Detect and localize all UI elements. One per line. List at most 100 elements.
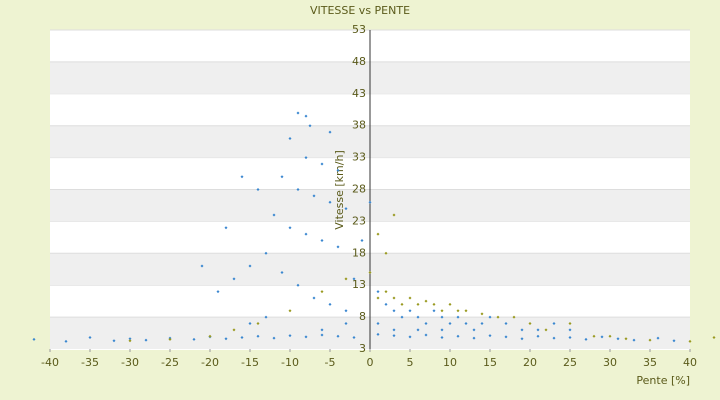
point [392, 309, 396, 313]
point [336, 334, 340, 338]
point [248, 321, 252, 325]
point [416, 328, 420, 332]
point [568, 328, 572, 332]
point [608, 334, 612, 338]
point [536, 328, 540, 332]
point [424, 333, 428, 337]
point [308, 124, 312, 128]
point [256, 334, 260, 338]
point [256, 188, 260, 191]
y-tick-label: 18 [352, 246, 366, 259]
point [32, 337, 36, 341]
point [440, 328, 444, 332]
point [440, 336, 444, 340]
point [272, 213, 276, 217]
point [88, 336, 92, 340]
point [488, 334, 492, 338]
point [480, 321, 484, 325]
point [296, 111, 300, 115]
y-tick-label: 48 [352, 55, 366, 68]
point [360, 239, 364, 243]
point [208, 334, 212, 338]
point [368, 200, 372, 204]
point [352, 336, 356, 340]
point [320, 162, 324, 166]
y-axis-label: Vitesse [km/h] [333, 150, 346, 230]
x-tick-label: 15 [483, 356, 497, 369]
x-tick-label: 10 [443, 356, 457, 369]
point [288, 309, 292, 313]
point [432, 309, 436, 313]
x-tick-label: -20 [201, 356, 219, 369]
point [224, 337, 228, 341]
point [520, 337, 524, 341]
point [600, 335, 604, 339]
point [296, 188, 300, 191]
x-tick-label: -15 [241, 356, 259, 369]
x-tick-label: 30 [603, 356, 617, 369]
point [304, 114, 308, 118]
x-axis-label: Pente [%] [636, 374, 690, 387]
point [416, 315, 420, 319]
y-tick-label: 13 [352, 278, 366, 291]
point [456, 309, 460, 313]
point [288, 136, 292, 140]
point [320, 290, 324, 294]
point [480, 312, 484, 316]
point [232, 328, 236, 332]
x-tick-label: -40 [41, 356, 59, 369]
point [504, 335, 508, 339]
point [688, 339, 692, 343]
point [304, 156, 308, 160]
point [240, 175, 244, 179]
point [200, 264, 204, 268]
y-tick-label: 38 [352, 119, 366, 132]
point [536, 334, 540, 338]
point [376, 321, 380, 325]
point [400, 315, 404, 319]
point [624, 337, 628, 341]
point [320, 328, 324, 332]
point [320, 239, 324, 243]
point [312, 194, 316, 198]
point [616, 337, 620, 341]
point [344, 277, 348, 281]
point [432, 302, 436, 306]
point [712, 336, 716, 340]
point [584, 337, 588, 341]
point [328, 302, 332, 306]
point [424, 299, 428, 303]
point [352, 277, 356, 281]
point [448, 302, 452, 306]
point [512, 315, 516, 319]
point [528, 321, 532, 325]
y-tick-label: 3 [359, 342, 366, 355]
point [472, 328, 476, 332]
point [384, 302, 388, 306]
point [240, 336, 244, 340]
y-tick-label: 23 [352, 214, 366, 227]
point [592, 334, 596, 338]
point [520, 328, 524, 332]
point [336, 168, 340, 172]
y-tick-label: 43 [352, 87, 366, 100]
point [376, 296, 380, 300]
point [296, 283, 300, 287]
point [392, 334, 396, 338]
x-tick-label: 35 [643, 356, 657, 369]
point [64, 339, 68, 343]
point [272, 336, 276, 340]
y-tick-label: 28 [352, 183, 366, 196]
point [248, 264, 252, 268]
point [464, 309, 468, 313]
point [648, 338, 652, 342]
point [384, 290, 388, 294]
point [264, 315, 268, 319]
point [288, 334, 292, 338]
point [552, 321, 556, 325]
y-tick-label: 33 [352, 151, 366, 164]
point [112, 339, 116, 343]
x-tick-label: -30 [121, 356, 139, 369]
point [408, 335, 412, 339]
